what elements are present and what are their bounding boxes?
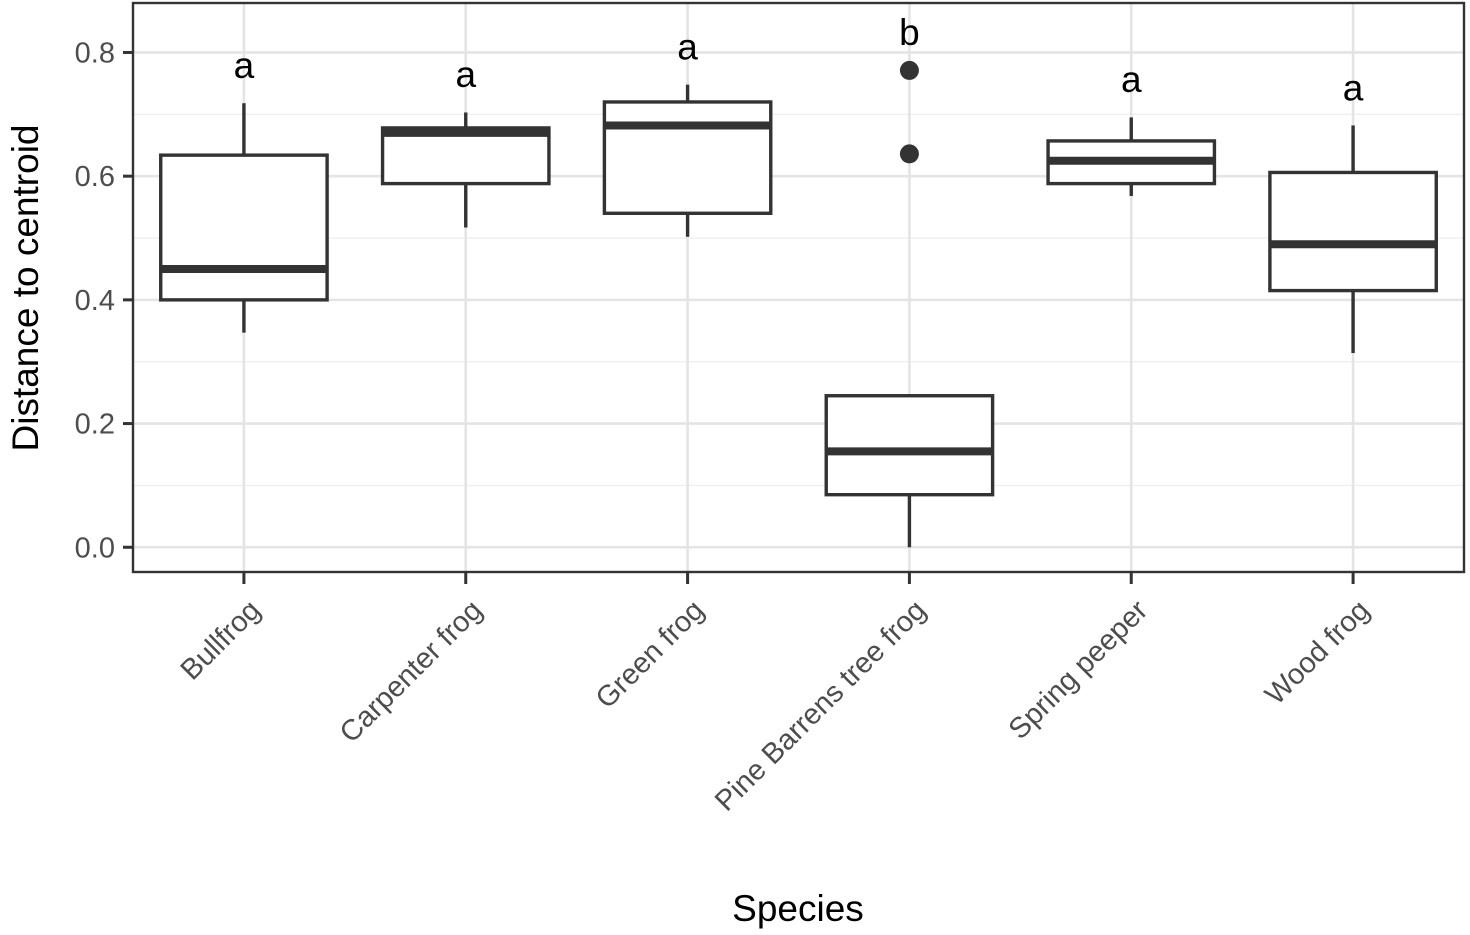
y-tick-label: 0.6 <box>75 161 115 193</box>
box-iqr <box>1268 170 1438 293</box>
group-letters: a a a b a a <box>234 12 1364 109</box>
y-tick-label: 0.8 <box>75 37 115 69</box>
outlier-point <box>899 144 919 164</box>
panel-border <box>131 1 1466 574</box>
y-axis-title: Distance to centroid <box>5 124 46 451</box>
panel-background <box>133 3 1464 572</box>
x-tick-label: Green frog <box>590 594 711 715</box>
box-bullfrog <box>159 103 329 333</box>
group-letter: a <box>455 54 476 95</box>
box-iqr <box>824 394 995 497</box>
x-tick-label: Bullfrog <box>175 594 267 686</box>
outlier-point <box>899 60 919 80</box>
y-tick-label: 0.2 <box>75 409 115 441</box>
y-tick-label: 0.0 <box>75 532 115 564</box>
box-wood-frog <box>1268 125 1438 354</box>
box-iqr <box>380 126 551 186</box>
y-tick-label: 0.4 <box>75 285 115 317</box>
group-letter: b <box>899 12 920 53</box>
box-iqr <box>602 100 773 215</box>
box-green-frog <box>602 84 773 237</box>
group-letter: a <box>234 45 255 86</box>
y-axis: 0.0 0.2 0.4 0.6 0.8 <box>75 37 133 564</box>
x-tick-label: Pine Barrens tree frog <box>709 594 932 817</box>
box-series <box>159 60 1438 548</box>
box-carpenter-frog <box>380 112 551 228</box>
minor-gridlines <box>133 113 1464 487</box>
group-letter: a <box>1343 68 1364 109</box>
group-letter: a <box>677 26 698 67</box>
x-axis-title: Species <box>732 888 864 929</box>
group-letter: a <box>1121 59 1142 100</box>
x-tick-label: Wood frog <box>1259 594 1376 711</box>
x-tick-label: Spring peeper <box>1003 594 1155 746</box>
box-spring-peeper <box>1046 117 1217 196</box>
box-iqr <box>159 153 329 302</box>
x-tick-label: Carpenter frog <box>334 594 489 749</box>
box-pine-barrens-tree-frog <box>824 60 995 548</box>
